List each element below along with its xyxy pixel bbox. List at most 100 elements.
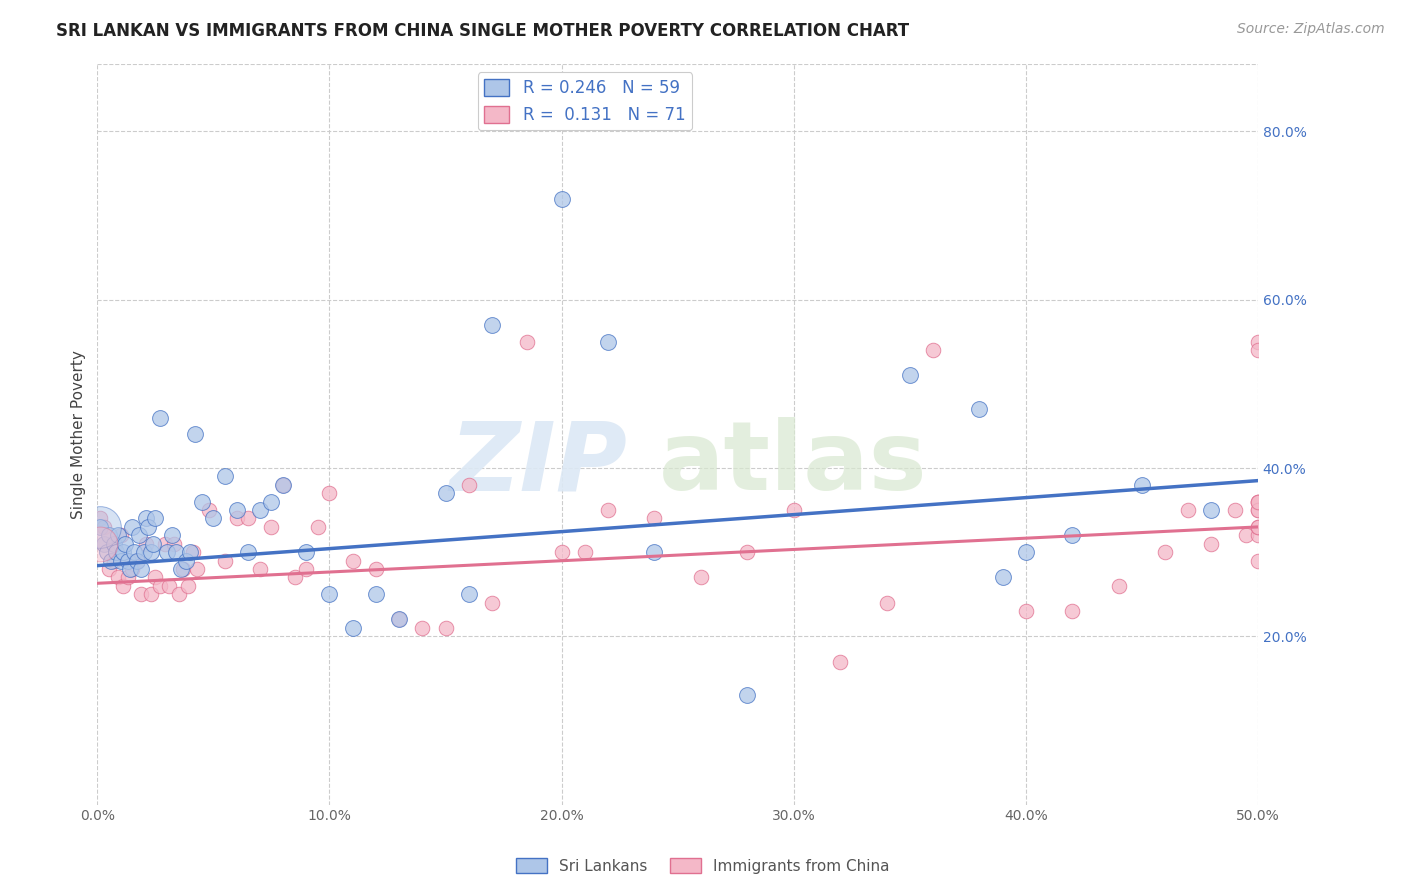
Point bbox=[1247, 343, 1270, 358]
Point bbox=[550, 192, 572, 206]
Point bbox=[157, 579, 180, 593]
Point bbox=[184, 427, 207, 442]
Point bbox=[782, 503, 804, 517]
Point bbox=[596, 334, 619, 349]
Point bbox=[1015, 604, 1038, 618]
Point bbox=[260, 520, 283, 534]
Point bbox=[181, 545, 204, 559]
Point bbox=[132, 545, 155, 559]
Point bbox=[100, 553, 122, 567]
Point bbox=[550, 545, 572, 559]
Point bbox=[124, 545, 146, 559]
Point bbox=[163, 537, 186, 551]
Point bbox=[411, 621, 433, 635]
Point bbox=[121, 562, 143, 576]
Text: atlas: atlas bbox=[659, 417, 928, 510]
Point bbox=[271, 478, 294, 492]
Point bbox=[364, 587, 387, 601]
Point bbox=[225, 503, 247, 517]
Point bbox=[142, 537, 165, 551]
Point bbox=[179, 545, 201, 559]
Point bbox=[149, 410, 172, 425]
Point bbox=[1223, 503, 1246, 517]
Point bbox=[689, 570, 711, 584]
Point bbox=[93, 537, 115, 551]
Point bbox=[342, 621, 364, 635]
Point bbox=[110, 528, 132, 542]
Point bbox=[170, 562, 193, 576]
Point bbox=[1062, 528, 1084, 542]
Point bbox=[89, 520, 111, 534]
Point bbox=[284, 570, 307, 584]
Point bbox=[969, 402, 991, 417]
Point bbox=[1130, 478, 1153, 492]
Point bbox=[214, 553, 236, 567]
Point bbox=[481, 596, 503, 610]
Point bbox=[596, 503, 619, 517]
Point bbox=[643, 545, 665, 559]
Point bbox=[457, 587, 479, 601]
Point bbox=[388, 612, 411, 626]
Point bbox=[110, 553, 132, 567]
Point bbox=[643, 511, 665, 525]
Point bbox=[214, 469, 236, 483]
Point bbox=[830, 655, 852, 669]
Point bbox=[135, 537, 157, 551]
Point bbox=[97, 528, 120, 542]
Point bbox=[1234, 528, 1257, 542]
Point bbox=[238, 511, 260, 525]
Point bbox=[295, 545, 318, 559]
Point bbox=[89, 520, 111, 534]
Point bbox=[107, 570, 129, 584]
Point bbox=[145, 511, 167, 525]
Point bbox=[342, 553, 364, 567]
Point bbox=[1247, 553, 1270, 567]
Point bbox=[174, 553, 197, 567]
Point bbox=[318, 587, 340, 601]
Point bbox=[735, 688, 758, 702]
Point bbox=[1015, 545, 1038, 559]
Point bbox=[238, 545, 260, 559]
Point bbox=[1247, 334, 1270, 349]
Point bbox=[249, 503, 271, 517]
Point bbox=[153, 537, 176, 551]
Point bbox=[167, 587, 190, 601]
Point bbox=[307, 520, 329, 534]
Point bbox=[1247, 494, 1270, 508]
Point bbox=[1247, 503, 1270, 517]
Point bbox=[1108, 579, 1130, 593]
Y-axis label: Single Mother Poverty: Single Mother Poverty bbox=[72, 350, 86, 519]
Text: Source: ZipAtlas.com: Source: ZipAtlas.com bbox=[1237, 22, 1385, 37]
Point bbox=[1247, 494, 1270, 508]
Point bbox=[128, 528, 150, 542]
Point bbox=[139, 545, 162, 559]
Point bbox=[481, 318, 503, 332]
Point bbox=[103, 553, 125, 567]
Point bbox=[922, 343, 945, 358]
Point bbox=[177, 579, 200, 593]
Point bbox=[104, 545, 127, 559]
Point bbox=[434, 621, 457, 635]
Point bbox=[1247, 520, 1270, 534]
Point bbox=[574, 545, 596, 559]
Point bbox=[186, 562, 208, 576]
Point bbox=[139, 587, 162, 601]
Point bbox=[138, 520, 160, 534]
Point bbox=[165, 545, 187, 559]
Point bbox=[1247, 503, 1270, 517]
Point bbox=[1247, 494, 1270, 508]
Point bbox=[131, 587, 153, 601]
Point bbox=[1154, 545, 1177, 559]
Point bbox=[135, 511, 157, 525]
Point bbox=[388, 612, 411, 626]
Point bbox=[121, 520, 143, 534]
Point bbox=[364, 562, 387, 576]
Point bbox=[197, 503, 219, 517]
Point bbox=[1201, 537, 1223, 551]
Point bbox=[117, 553, 139, 567]
Point bbox=[991, 570, 1014, 584]
Point bbox=[225, 511, 247, 525]
Point bbox=[97, 562, 120, 576]
Point bbox=[114, 537, 136, 551]
Point bbox=[271, 478, 294, 492]
